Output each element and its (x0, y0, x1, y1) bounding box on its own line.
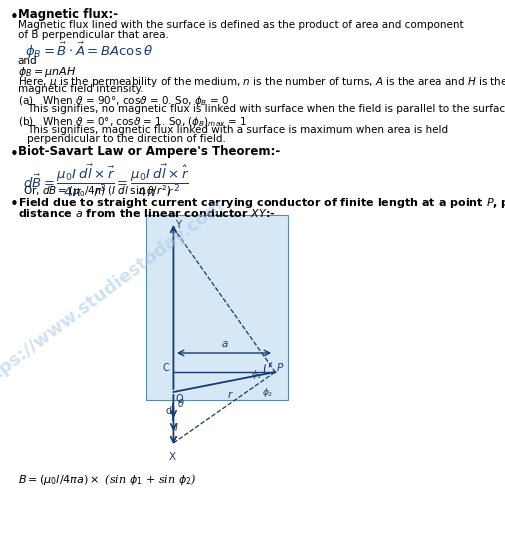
Text: $\theta$: $\theta$ (177, 397, 185, 409)
Text: (b)   When $\vartheta$ = 0°, cos$\vartheta$ = 1. So, $(\phi_B)_{max}$ = 1: (b) When $\vartheta$ = 0°, cos$\vartheta… (18, 115, 247, 129)
Text: perpendicular to the direction of field.: perpendicular to the direction of field. (27, 134, 226, 144)
Text: Here, $\mu$ is the permeability of the medium, $n$ is the number of turns, $A$ i: Here, $\mu$ is the permeability of the m… (18, 75, 505, 89)
Text: (a)   When $\vartheta$ = 90°, cos$\vartheta$ = 0. So, $\phi_B$ = 0: (a) When $\vartheta$ = 90°, cos$\varthet… (18, 94, 229, 108)
Text: $\phi_B = \vec{B}\cdot\vec{A} = BA\cos\theta$: $\phi_B = \vec{B}\cdot\vec{A} = BA\cos\t… (25, 41, 153, 61)
Bar (146, 215, 288, 400)
Text: C: C (163, 363, 169, 373)
Text: magnetic field intensity.: magnetic field intensity. (18, 84, 143, 94)
Text: •: • (10, 10, 19, 25)
Text: I: I (175, 423, 178, 433)
Text: This signifies, magnetic flux linked with a surface is maximum when area is held: This signifies, magnetic flux linked wit… (27, 125, 448, 135)
Text: X: X (169, 452, 176, 462)
Text: Biot-Savart Law or Ampere's Theorem:-: Biot-Savart Law or Ampere's Theorem:- (18, 145, 280, 158)
Text: $B = (\mu_0 l / 4\pi a)\times$ (sin $\phi_1$ + sin $\phi_2$): $B = (\mu_0 l / 4\pi a)\times$ (sin $\ph… (18, 472, 196, 487)
Text: and: and (18, 56, 37, 66)
Text: Y: Y (175, 220, 181, 230)
Text: Magnetic flux:-: Magnetic flux:- (18, 8, 118, 21)
Text: P: P (276, 363, 283, 373)
Text: $\phi_2$: $\phi_2$ (262, 386, 273, 399)
Text: a: a (221, 339, 228, 349)
Text: of B perpendicular that area.: of B perpendicular that area. (18, 30, 169, 40)
Text: $d\vec{B} = \dfrac{\mu_0 I\; d\vec{l}\times\vec{r}}{4\pi \quad r^3} = \dfrac{\mu: $d\vec{B} = \dfrac{\mu_0 I\; d\vec{l}\ti… (23, 162, 189, 199)
Text: $\phi_1$: $\phi_1$ (251, 368, 263, 381)
Text: distance $a$ from the linear conductor $XY$:-: distance $a$ from the linear conductor $… (18, 207, 276, 219)
Text: https://www.studiestoday.com: https://www.studiestoday.com (0, 196, 228, 395)
Text: O: O (175, 394, 183, 404)
Text: Magnetic flux lined with the surface is defined as the product of area and compo: Magnetic flux lined with the surface is … (18, 20, 464, 30)
Text: Field due to straight current carrying conductor of finite length at a point $P$: Field due to straight current carrying c… (18, 196, 505, 210)
Text: r: r (227, 390, 232, 400)
Text: This signifies, no magnetic flux is linked with surface when the field is parall: This signifies, no magnetic flux is link… (27, 104, 505, 114)
Text: •: • (10, 147, 19, 162)
Text: $\phi_B = \mu nAH$: $\phi_B = \mu nAH$ (18, 65, 76, 79)
Text: dl: dl (165, 406, 174, 416)
Text: •: • (10, 197, 19, 212)
Text: Or, $dB = (\mu_0/4\pi)$ $(I\; dl\; \sin\vartheta/r^2)$: Or, $dB = (\mu_0/4\pi)$ $(I\; dl\; \sin\… (23, 183, 172, 199)
